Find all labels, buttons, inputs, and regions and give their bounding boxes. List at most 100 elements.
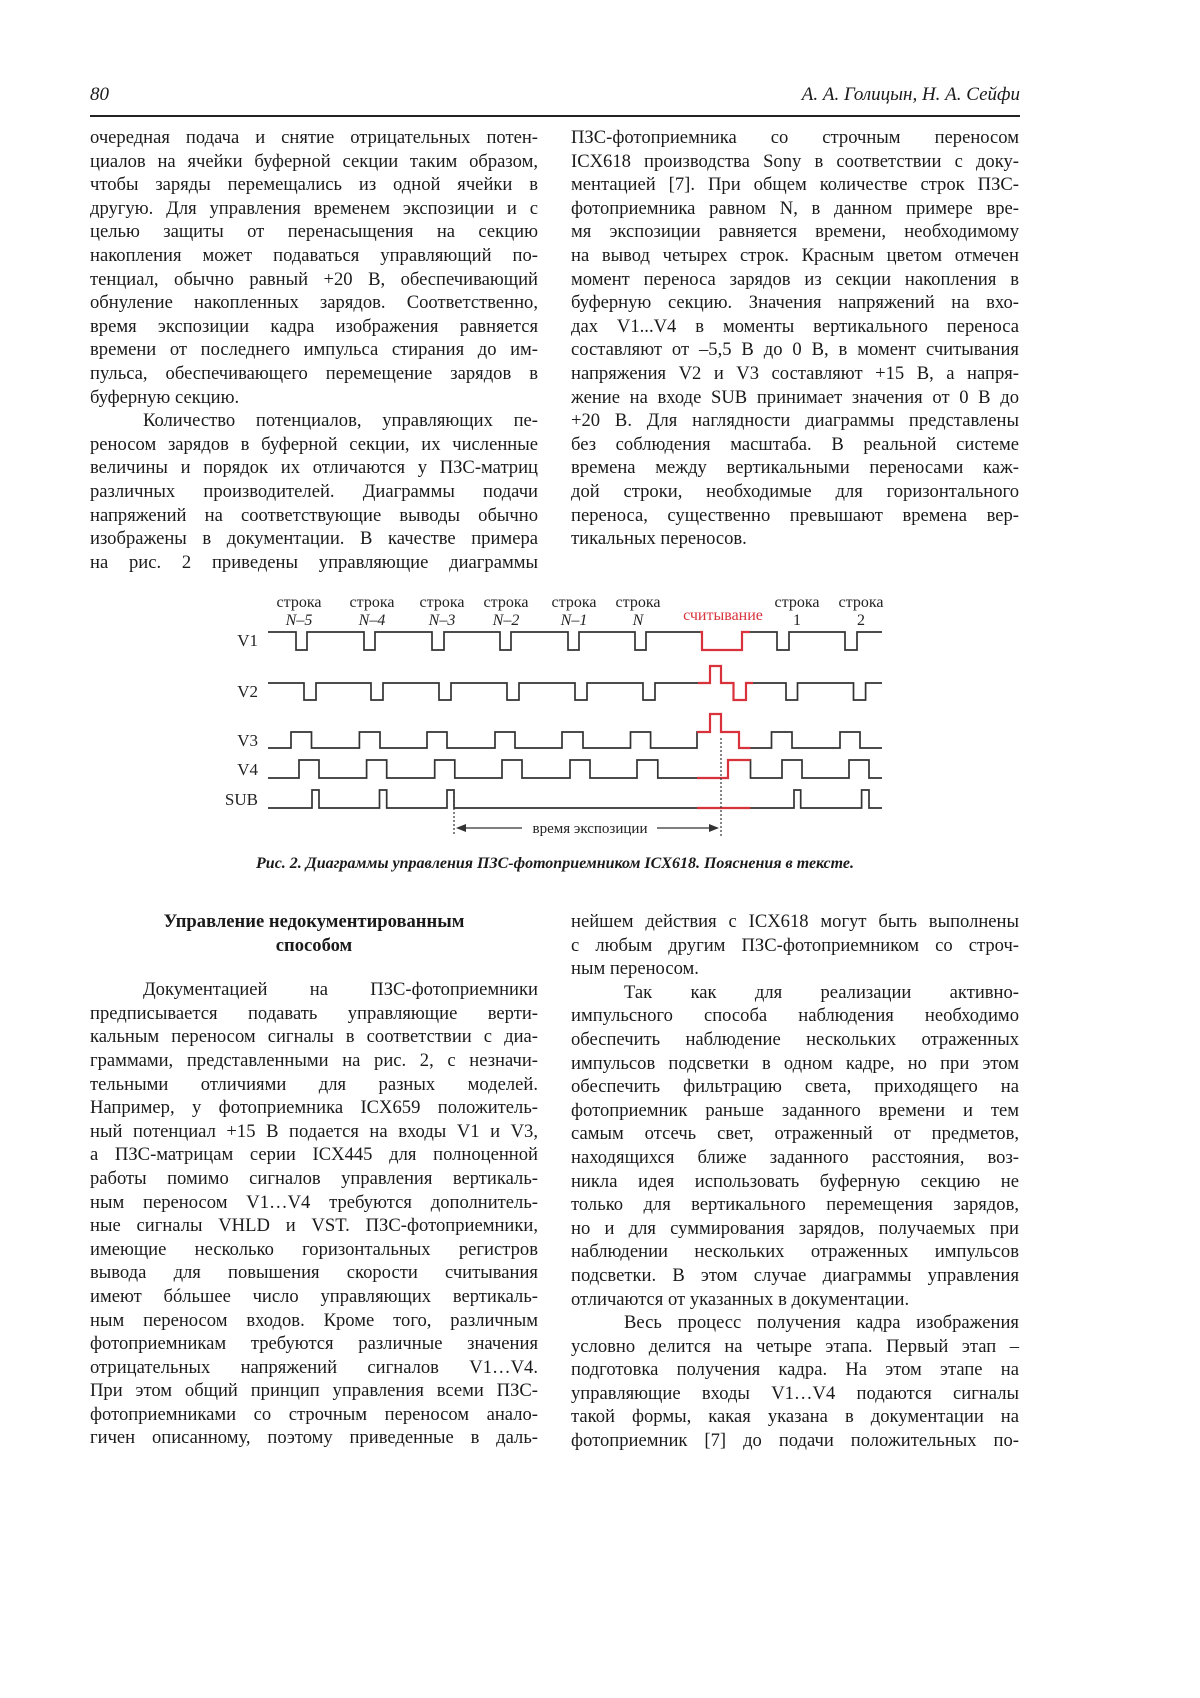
text-line: подготовка получения кадра. На этом этап…	[571, 1359, 1019, 1381]
text-line: управляющие входы V1…V4 подаются сигналы	[571, 1382, 1019, 1404]
waveform-v2	[268, 665, 882, 701]
text-line: напряжений на соответствующие выводы обы…	[90, 504, 538, 526]
text-line: накопления может подаваться управляющий …	[90, 244, 538, 266]
text-line: дой строки, необходимые для горизонтальн…	[571, 480, 1019, 502]
text-line: циалов на ячейки буферной секции таким о…	[90, 150, 538, 172]
text-line: только для вертикального перемещения зар…	[571, 1194, 1019, 1216]
text-line: ПЗС-фотоприемника со строчным переносом	[571, 127, 1019, 148]
text-line: мя экспозиции равняется времени, необход…	[571, 221, 1019, 243]
text-line: дах V1...V4 в моменты вертикального пере…	[571, 315, 1019, 337]
text-line: самым отсечь свет, отраженный от предмет…	[571, 1123, 1019, 1145]
text-line: импульсного способа наблюдения необходим…	[571, 1005, 1019, 1027]
text-line: граммами, представленными на рис. 2, с н…	[90, 1049, 538, 1071]
readout-waveform-v3	[697, 712, 751, 750]
text-line: имеющие несколько горизонтальных регистр…	[90, 1238, 538, 1260]
text-line: фотоприемниками со строчным переносом ан…	[90, 1403, 538, 1425]
text-line: буферную секцию. Значения напряжений на …	[571, 292, 1019, 314]
readout-waveform-v1	[700, 630, 750, 652]
column-label-bottom: N–4	[358, 612, 386, 629]
text-line: другую. Для управления временем экспозиц…	[90, 197, 538, 219]
text-line: переноса, существенно превышают времена …	[571, 504, 1019, 526]
text-line: ным переносом.	[571, 958, 699, 980]
text-line: наблюдении нескольких отраженных импульс…	[571, 1241, 1019, 1263]
arrowhead-left-icon	[456, 824, 466, 832]
signal-label-sub: SUB	[225, 790, 258, 809]
column-label-bottom: N–1	[560, 612, 588, 629]
readout-waveform-v4	[697, 758, 751, 780]
text-line: нейшем действия с ICX618 могут быть выпо…	[571, 911, 1019, 932]
column-label-bottom: N–3	[428, 612, 456, 629]
waveform-v4	[268, 759, 882, 779]
readout-waveform-v2	[698, 664, 753, 702]
exposure-label: время экспозиции	[533, 821, 648, 837]
text-line: ICX618 производства Sony в соответствии …	[571, 150, 1019, 172]
text-line: времени от последнего импульса стирания …	[90, 339, 538, 361]
waveform-sub	[268, 789, 882, 809]
section-heading: способом	[275, 934, 353, 956]
text-line: на рис. 2 приведены управляющие диаграмм…	[90, 551, 538, 573]
text-line: ным переносом входов. Кроме того, различ…	[90, 1309, 538, 1331]
text-line: обнуление накопленных зарядов. Соответст…	[90, 292, 538, 314]
signal-label-v2: V2	[237, 682, 258, 701]
text-line: фотоприемник раньше заданного времени и …	[571, 1099, 1019, 1121]
text-line: ный потенциал +15 В подается на входы V1…	[90, 1120, 538, 1142]
text-line: времена между вертикальными переносами к…	[571, 457, 1019, 479]
bottom-left-column: Управление недокументированным способом До…	[90, 910, 538, 1450]
top-left-column: очередная подача и снятие отрицательных …	[90, 126, 538, 574]
text-line: гичен описанному, поэтому приведенные в …	[90, 1427, 538, 1449]
text-line: тельными отличиями для разных моделей.	[90, 1073, 538, 1095]
text-line: момент переноса зарядов из секции накопл…	[571, 268, 1019, 290]
text-line: ментацией [7]. При общем количестве стро…	[571, 174, 1019, 196]
text-line: фотоприемника равном N, в данном примере…	[571, 197, 1019, 219]
column-label-bottom: N	[632, 612, 645, 629]
text-line: целью защиты от перенасыщения на секцию	[90, 221, 538, 243]
text-line: время экспозиции кадра изображения равня…	[90, 315, 538, 337]
readout-label: считывание	[683, 607, 763, 624]
page-number: 80	[90, 84, 109, 105]
text-line: имеют бóльшее число управляющих вертикал…	[90, 1285, 538, 1307]
column-label-bottom: N–2	[492, 612, 520, 629]
text-line: вывода для повышения скорости считывания	[90, 1262, 538, 1284]
text-line: Весь процесс получения кадра изображения	[624, 1312, 1019, 1334]
text-line: тикальных переносов.	[571, 528, 747, 550]
column-label-bottom: N–5	[285, 612, 313, 629]
header-rule	[90, 115, 1020, 117]
text-line: реносом зарядов в буферной секции, их чи…	[90, 433, 538, 455]
text-line: чтобы заряды перемещались из одной ячейк…	[90, 174, 538, 196]
text-line: фотоприемникам требуются различные значе…	[90, 1333, 538, 1355]
running-head-authors: А. А. Голицын, Н. А. Сейфи	[801, 84, 1020, 105]
text-line: условно делится на четыре этапа. Первый …	[571, 1335, 1019, 1357]
text-line: пульса, обеспечивающего перемещение заря…	[90, 362, 538, 384]
text-line: но и для суммирования зарядов, получаемы…	[571, 1217, 1019, 1239]
column-label-top: строка	[484, 594, 529, 611]
column-label-top: строка	[552, 594, 597, 611]
text-line: импульсов подсветки в одном кадре, но пр…	[571, 1052, 1019, 1074]
waveform-v3	[268, 713, 882, 749]
column-label-top: строка	[775, 594, 820, 611]
text-line: величины и порядок их отличаются у ПЗС-м…	[90, 457, 538, 479]
bottom-right-column: нейшем действия с ICX618 могут быть выпо…	[571, 910, 1019, 1453]
text-line: без соблюдения масштаба. В реальной сист…	[571, 433, 1019, 455]
text-line: напряжения V2 и V3 составляют +15 В, а н…	[571, 362, 1019, 384]
column-label-bottom: 1	[793, 612, 801, 629]
column-label-top: строка	[839, 594, 884, 611]
column-label-top: строка	[350, 594, 395, 611]
text-line: составляют от –5,5 В до 0 В, в момент сч…	[571, 339, 1019, 361]
text-line: +20 В. Для наглядности диаграммы предста…	[571, 410, 1019, 432]
text-line: ные сигналы VHLD и VST. ПЗС-фотоприемник…	[90, 1215, 538, 1237]
text-line: изображены в документации. В качестве пр…	[90, 528, 538, 550]
text-line: с любым другим ПЗС-фотоприемником со стр…	[571, 934, 1019, 956]
top-right-column: ПЗС-фотоприемника со строчным переносом I…	[571, 126, 1019, 551]
timing-diagram: V1V2V3V4SUBстрокаN–5строкаN–4строкаN–3ст…	[225, 594, 884, 837]
text-line: ным переносом V1…V4 требуются дополнител…	[90, 1191, 538, 1213]
text-line: Количество потенциалов, управляющих пе-	[143, 410, 538, 432]
text-line: кальным переносом сигналы в соответствии…	[90, 1026, 538, 1048]
text-line: отличаются от указанных в документации.	[571, 1288, 910, 1310]
text-line: находящихся ближе заданного расстояния, …	[571, 1146, 1019, 1168]
text-line: на вывод четырех строк. Красным цветом о…	[571, 244, 1019, 266]
text-line: подсветки. В этом случае диаграммы управ…	[571, 1264, 1019, 1286]
text-line: Документацией на ПЗС-фотоприемники	[143, 979, 538, 1001]
text-line: никла идея использовать буферную секцию …	[571, 1170, 1019, 1192]
text-line: работы помимо сигналов управления вертик…	[90, 1167, 538, 1189]
text-line: При этом общий принцип управления всеми …	[90, 1380, 538, 1402]
